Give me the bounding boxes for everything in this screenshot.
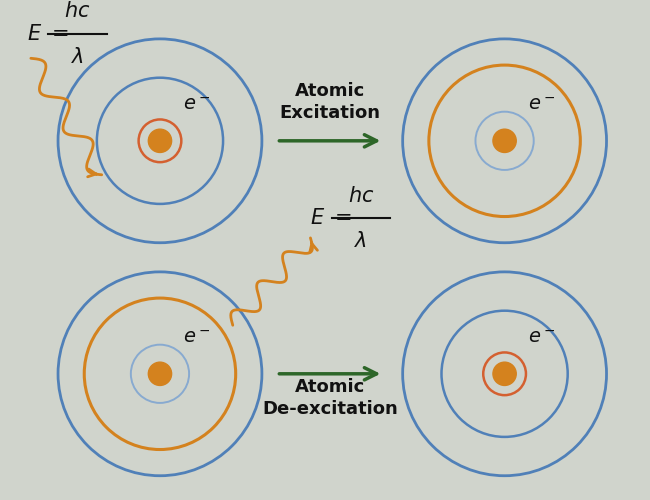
Circle shape (148, 362, 172, 386)
Text: $e^-$: $e^-$ (183, 328, 211, 346)
Text: $hc$: $hc$ (348, 186, 374, 206)
Circle shape (493, 129, 516, 152)
Text: Atomic
Excitation: Atomic Excitation (280, 82, 380, 122)
Text: $\lambda$: $\lambda$ (354, 231, 367, 251)
Text: Atomic
De-excitation: Atomic De-excitation (262, 378, 398, 418)
Text: $e^-$: $e^-$ (183, 94, 211, 114)
Circle shape (148, 129, 172, 152)
Text: $\lambda$: $\lambda$ (71, 46, 84, 66)
Text: $e^-$: $e^-$ (528, 94, 555, 114)
Text: $e^-$: $e^-$ (528, 328, 555, 346)
Text: $E\ =$: $E\ =$ (27, 24, 68, 44)
Text: $E\ =$: $E\ =$ (311, 208, 352, 229)
Circle shape (493, 362, 516, 386)
Text: $hc$: $hc$ (64, 2, 90, 21)
